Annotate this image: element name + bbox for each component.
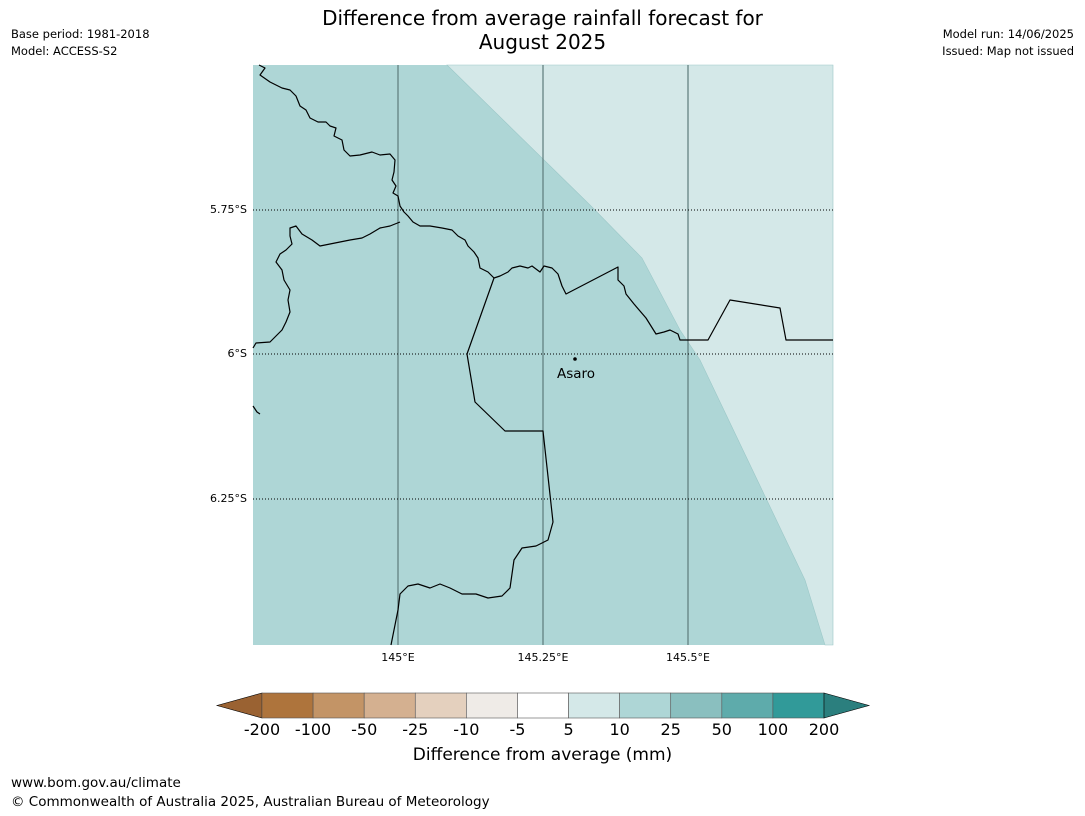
boundaries	[252, 64, 833, 646]
colorbar-tick-label: -50	[351, 720, 377, 739]
model-run-text: Model run: 14/06/2025	[942, 27, 1074, 41]
colorbar-tick-label: -25	[402, 720, 428, 739]
lon-label-145-25: 145.25°E	[518, 651, 569, 664]
colorbar-tick-label: -5	[509, 720, 525, 739]
colorbar-tick-label: 50	[712, 720, 732, 739]
footer-copyright: © Commonwealth of Australia 2025, Austra…	[11, 794, 490, 810]
map-title: Difference from average rainfall forecas…	[0, 6, 1085, 54]
colorbar-tick-label: 200	[809, 720, 840, 739]
meta-right: Model run: 14/06/2025 Issued: Map not is…	[942, 26, 1074, 60]
colorbar-segment	[721, 692, 774, 719]
place-label-asaro: Asaro	[557, 366, 595, 382]
boundary-north	[258, 64, 495, 279]
colorbar-segment	[414, 692, 467, 719]
boundary-central	[493, 265, 833, 341]
boundary-west	[252, 221, 401, 349]
colorbar-ticks: -200 -100 -50 -25 -10 -5 5 10 25 50 100 200	[244, 720, 839, 739]
colorbar-tick-label: -100	[295, 720, 331, 739]
issued-text: Issued: Map not issued	[942, 44, 1074, 58]
colorbar-segment	[312, 692, 365, 719]
colorbar-extend-low	[215, 692, 263, 719]
colorbar-tick-label: -200	[244, 720, 280, 739]
lat-label-5-75: 5.75°S	[210, 203, 247, 216]
boundary-west-stub	[252, 405, 261, 415]
colorbar-label: Difference from average (mm)	[412, 745, 673, 765]
colorbar-segment	[568, 692, 620, 719]
colorbar-segment	[772, 692, 825, 719]
boundary-south	[390, 277, 554, 646]
title-line-2: August 2025	[478, 30, 607, 54]
meta-left: Base period: 1981-2018 Model: ACCESS-S2	[11, 26, 150, 60]
colorbar-tick-label: 25	[661, 720, 681, 739]
lon-label-145-5: 145.5°E	[666, 651, 710, 664]
lat-label-6-25: 6.25°S	[210, 492, 247, 505]
colorbar-segment	[363, 692, 416, 719]
footer-url[interactable]: www.bom.gov.au/climate	[11, 775, 181, 791]
colorbar-segment	[466, 692, 518, 719]
base-period-text: Base period: 1981-2018	[11, 27, 150, 41]
asaro-marker	[573, 357, 577, 361]
colorbar-segment	[670, 692, 723, 719]
lat-label-6: 6°S	[228, 347, 247, 360]
model-text: Model: ACCESS-S2	[11, 44, 118, 58]
colorbar-tick-label: 5	[563, 720, 573, 739]
colorbar-segments	[215, 692, 871, 719]
colorbar-extend-high	[823, 692, 871, 719]
colorbar-segment	[261, 692, 314, 719]
colorbar-tick-label: 100	[758, 720, 789, 739]
colorbar-segment	[619, 692, 672, 719]
title-line-1: Difference from average rainfall forecas…	[322, 6, 763, 30]
lon-label-145: 145°E	[381, 651, 414, 664]
colorbar-tick-label: 10	[609, 720, 629, 739]
colorbar-tick-label: -10	[453, 720, 479, 739]
colorbar-segment	[517, 692, 569, 719]
